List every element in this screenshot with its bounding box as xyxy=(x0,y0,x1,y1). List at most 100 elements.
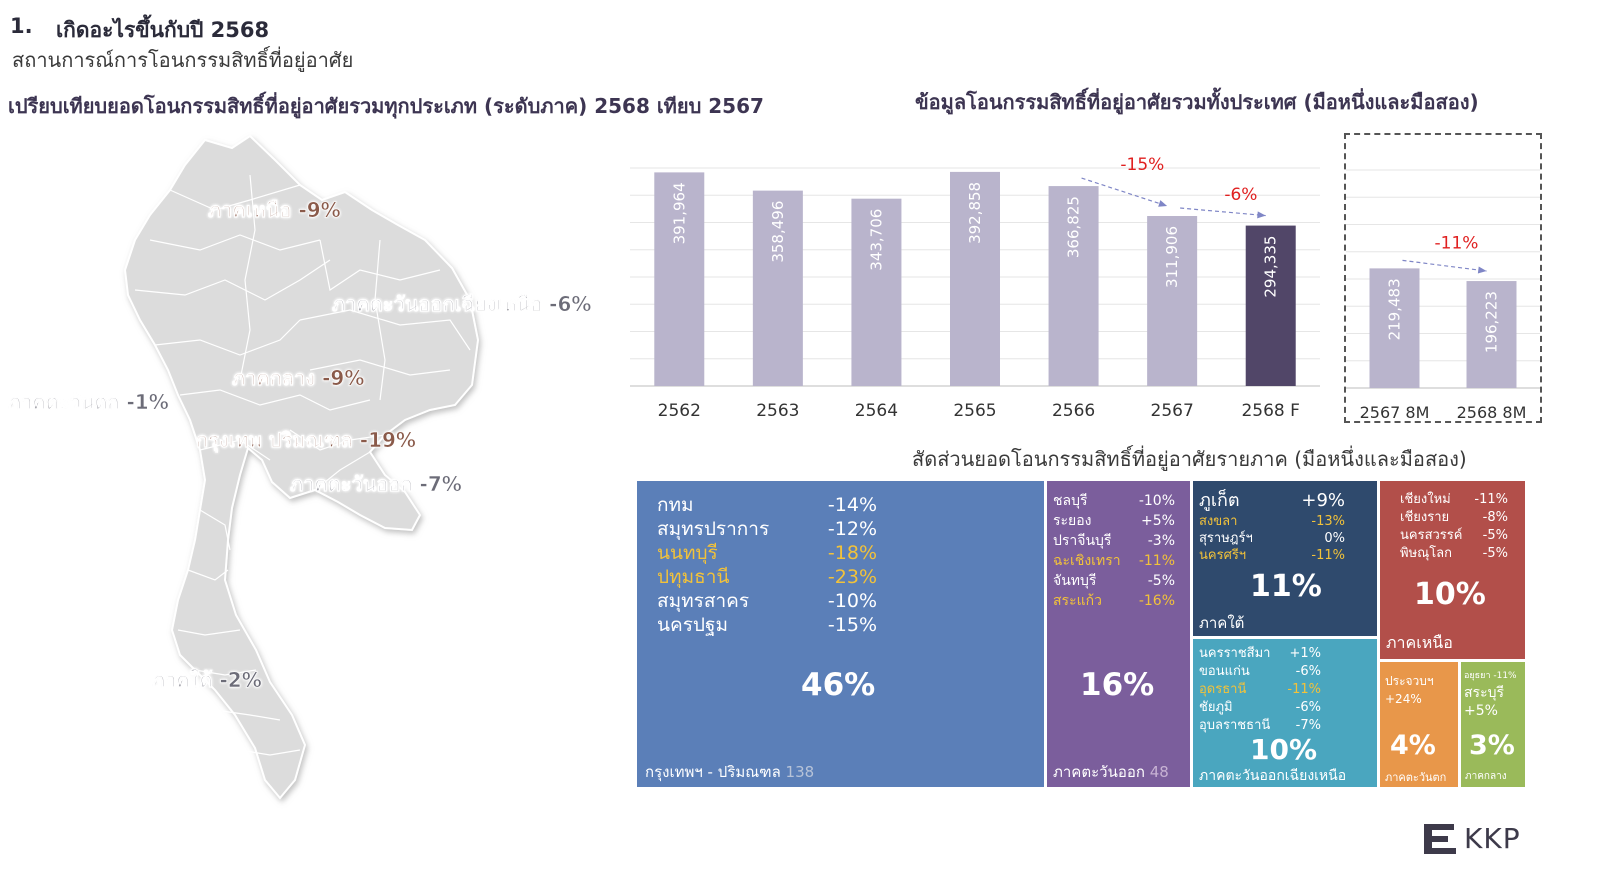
category-label: 2567 8M xyxy=(1360,403,1430,421)
map-label-east: ภาคตะวันออก -7% xyxy=(290,472,462,497)
section-number: 1. xyxy=(10,14,33,38)
east-province-list: ชลบุรี -10% ระยอง +5% ปราจีนบุรี -3% ฉะเชิง… xyxy=(1053,491,1175,611)
province-row: กทม -14% xyxy=(657,494,877,516)
province-row: เชียงราย -8% xyxy=(1400,510,1508,525)
central-province-2: สระบุรี +5% xyxy=(1464,685,1504,719)
north-share: 10% xyxy=(1414,577,1486,612)
province-row: นครปฐม -15% xyxy=(657,614,877,636)
category-label: 2565 xyxy=(953,401,996,421)
province-row: ขอนแก่น -6% xyxy=(1199,664,1321,679)
province-row: สุราษฎร์ฯ 0% xyxy=(1199,531,1345,546)
bangkok-region-label: กรุงเทพฯ - ปริมณฑล 138 xyxy=(645,763,815,781)
northeast-province-list: นครราชสีมา +1% ขอนแก่น -6% อุดรธานี -11% ชั… xyxy=(1199,645,1321,735)
eight-month-bar-chart: 219,483 2567 8M 196,223 2568 8M -11% xyxy=(1344,133,1542,423)
south-share: 11% xyxy=(1250,569,1322,604)
south-region-label: ภาคใต้ xyxy=(1199,614,1245,632)
west-share: 4% xyxy=(1390,730,1436,761)
regional-share-treemap: กทม -14% สมุทรปราการ -12% นนทบุรี -18% ปทุม… xyxy=(637,481,1525,787)
bar-2568-F xyxy=(1245,225,1296,386)
bar-value-label: 196,223 xyxy=(1483,291,1501,353)
northeast-share: 10% xyxy=(1250,733,1318,766)
province-row: พิษณุโลก -5% xyxy=(1400,546,1508,561)
annual-bar-chart-svg: 391,964 2562 358,496 2563 343,706 2564 392,858… xyxy=(630,155,1320,421)
central-region-label: ภาคกลาง xyxy=(1465,771,1507,782)
map-label-central: ภาคกลาง -9% xyxy=(232,366,365,391)
map-label-north: ภาคเหนือ -9% xyxy=(208,198,341,223)
kkp-logo: KKP xyxy=(1420,818,1560,862)
province-row: จันทบุรี -5% xyxy=(1053,573,1175,589)
bangkok-share: 46% xyxy=(801,667,876,703)
province-row: นนทบุรี -18% xyxy=(657,542,877,564)
tile-north: เชียงใหม่ -11% เชียงราย -8% นครสวรรค์ -5% พ… xyxy=(1380,481,1525,659)
province-row: นครราชสีมา +1% xyxy=(1199,646,1321,661)
tile-central: อยุธยา -11% สระบุรี +5% 3% ภาคกลาง xyxy=(1461,662,1525,787)
thailand-region-map: ภาคเหนือ -9% ภาคตะวันออกเฉียงเหนือ -6% ภ… xyxy=(0,130,640,820)
bangkok-count: 138 xyxy=(785,763,815,781)
central-share: 3% xyxy=(1469,730,1515,761)
province-row: เชียงใหม่ -11% xyxy=(1400,492,1508,507)
bar-value-label: 392,858 xyxy=(966,182,984,244)
east-region-label: ภาคตะวันออก 48 xyxy=(1053,763,1169,781)
category-label: 2568 F xyxy=(1241,401,1299,421)
map-label-west: ภาคตะวันตก -1% xyxy=(8,390,169,415)
province-row: นครศรีฯ -11% xyxy=(1199,548,1345,563)
east-share: 16% xyxy=(1080,667,1155,703)
north-region-label: ภาคเหนือ xyxy=(1386,633,1453,652)
kkp-logo-text: KKP xyxy=(1464,822,1521,855)
category-label: 2564 xyxy=(855,401,898,421)
tile-east: ชลบุรี -10% ระยอง +5% ปราจีนบุรี -3% ฉะเชิง… xyxy=(1047,481,1190,787)
tile-bangkok: กทม -14% สมุทรปราการ -12% นนทบุรี -18% ปทุม… xyxy=(637,481,1044,787)
bar-value-label: 358,496 xyxy=(769,201,787,263)
province-row: สระแก้ว -16% xyxy=(1053,593,1175,609)
category-label: 2563 xyxy=(756,401,799,421)
treemap-title: สัดส่วนยอดโอนกรรมสิทธิ์ที่อยู่อาศัยรายภา… xyxy=(912,447,1467,471)
page-subtitle: สถานการณ์การโอนกรรมสิทธิ์ที่อยู่อาศัย xyxy=(12,48,354,72)
east-count: 48 xyxy=(1149,763,1169,781)
bar-2567-8M xyxy=(1369,268,1420,388)
tile-south: ภูเก็ต +9% สงขลา -13% สุราษฎร์ฯ 0% นครศรีฯ -… xyxy=(1193,481,1377,636)
bangkok-province-list: กทม -14% สมุทรปราการ -12% นนทบุรี -18% ปทุม… xyxy=(657,493,877,637)
bar-2568-8M xyxy=(1466,281,1517,388)
map-section-title: เปรียบเทียบยอดโอนกรรมสิทธิ์ที่อยู่อาศัยร… xyxy=(8,94,764,118)
bar-chart-title: ข้อมูลโอนกรรมสิทธิ์ที่อยู่อาศัยรวมทั้งปร… xyxy=(915,90,1479,114)
bar-value-label: 366,825 xyxy=(1065,196,1083,258)
trend-arrow-line xyxy=(1402,259,1487,272)
province-row: อุดรธานี -11% xyxy=(1199,682,1321,697)
west-province: ประจวบฯ +24% xyxy=(1385,674,1434,706)
bar-2563 xyxy=(752,190,803,386)
province-row: อุบลราชธานี -7% xyxy=(1199,718,1321,733)
map-label-south: ภาคใต้ -2% xyxy=(152,668,262,693)
annual-transfer-bar-chart: 391,964 2562 358,496 2563 343,706 2564 392,858… xyxy=(630,130,1320,430)
central-province-1: อยุธยา -11% xyxy=(1464,671,1517,681)
bar-value-label: 294,335 xyxy=(1262,236,1280,298)
province-row: ระยอง +5% xyxy=(1053,513,1175,529)
bar-2562 xyxy=(654,172,705,386)
province-row: ชัยภูมิ -6% xyxy=(1199,700,1321,715)
category-label: 2567 xyxy=(1151,401,1194,421)
kkp-logo-icon xyxy=(1424,824,1456,854)
trend-arrow-head xyxy=(1477,266,1487,274)
bar-2564 xyxy=(851,198,902,386)
north-province-list: เชียงใหม่ -11% เชียงราย -8% นครสวรรค์ -5% พ… xyxy=(1400,491,1508,563)
bar-value-label: 219,483 xyxy=(1386,278,1404,340)
tile-west: ประจวบฯ +24% 4% ภาคตะวันตก xyxy=(1380,662,1458,787)
bar-value-label: 343,706 xyxy=(867,209,885,271)
thailand-outline xyxy=(123,134,480,800)
province-row: ปราจีนบุรี -3% xyxy=(1053,533,1175,549)
province-row: ชลบุรี -10% xyxy=(1053,493,1175,509)
eight-month-bar-chart-svg: 219,483 2567 8M 196,223 2568 8M -11% xyxy=(1346,169,1540,422)
thailand-map-shape xyxy=(123,134,480,800)
province-borders xyxy=(134,174,471,756)
map-label-bangkok: กรุงเทพ ปริมณฑล -19% xyxy=(196,428,417,453)
category-label: 2568 8M xyxy=(1457,403,1527,421)
change-annotation: -6% xyxy=(1224,185,1257,205)
trend-arrow-line xyxy=(1081,177,1168,207)
page-title: เกิดอะไรขึ้นกับปี 2568 xyxy=(56,18,270,42)
trend-arrow-head xyxy=(1257,211,1266,219)
province-row: ภูเก็ต +9% xyxy=(1199,490,1345,511)
bar-2567 xyxy=(1147,216,1198,386)
south-province-list: ภูเก็ต +9% สงขลา -13% สุราษฎร์ฯ 0% นครศรีฯ -… xyxy=(1199,489,1345,564)
northeast-region-label: ภาคตะวันออกเฉียงเหนือ xyxy=(1199,768,1347,784)
bar-value-label: 311,906 xyxy=(1163,226,1181,288)
category-label: 2566 xyxy=(1052,401,1095,421)
